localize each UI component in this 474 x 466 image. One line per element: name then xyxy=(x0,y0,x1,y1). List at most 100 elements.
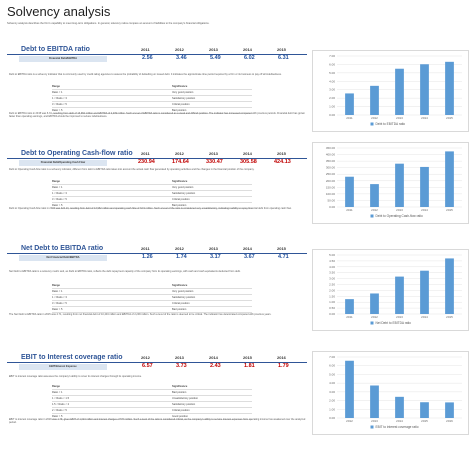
table-row: Ratio < 1 Very good position xyxy=(52,289,252,295)
bar-chart: 0.00 0.50 1.00 1.50 2.002.50 3.00 3.50 4.00 4.50… xyxy=(329,253,462,325)
x-tick-label: 2012 xyxy=(346,419,353,423)
bar xyxy=(420,166,429,207)
y-tick-label: 1.00 xyxy=(329,407,335,411)
year-header: 2012 xyxy=(175,246,184,251)
bar xyxy=(370,184,379,207)
year-header: 2011 xyxy=(141,246,150,251)
bar xyxy=(420,270,429,314)
x-tick-label: 2015 xyxy=(446,116,453,120)
y-tick-label: 300.00 xyxy=(326,166,336,170)
year-header: 2014 xyxy=(243,246,252,251)
year-header: 2011 xyxy=(141,151,150,156)
x-tick-label: 2011 xyxy=(346,116,353,120)
intro-paragraph: Solvency analysis describes the firm's c… xyxy=(7,22,210,25)
ratio-value: 1.26 xyxy=(142,254,153,260)
section-title: Net Debt to EBITDA ratio xyxy=(21,245,104,252)
year-header: 2014 xyxy=(243,151,252,156)
year-header: 2013 xyxy=(209,47,218,52)
y-tick-label: 5.00 xyxy=(329,372,335,376)
year-header: 2015 xyxy=(243,355,252,360)
legend-label: Debt to Operating Cash-flow ratio xyxy=(376,214,424,218)
y-tick-label: 5.00 xyxy=(329,71,335,75)
x-tick-label: 2014 xyxy=(421,208,428,212)
year-header: 2011 xyxy=(141,47,150,52)
bar xyxy=(345,93,354,115)
table-header: Range Significance xyxy=(52,283,252,289)
divider xyxy=(7,362,307,363)
table-row: Ratio < 1 Very good position xyxy=(52,90,252,96)
bar xyxy=(420,402,429,418)
bar xyxy=(445,402,454,418)
ratio-range-table: Range Significance Ratio < 1 Very good pos… xyxy=(52,84,252,114)
year-header: 2014 xyxy=(243,47,252,52)
chart-container: 0.00 1.00 2.00 3.00 4.00 5.00 6.00 7.00 2011 2012… xyxy=(312,50,469,132)
analysis-paragraph: EBIT to interest coverage ratio in 2016 … xyxy=(9,418,306,425)
y-tick-label: 0.00 xyxy=(329,113,335,117)
section-ebit-interest-coverage: EBIT to Interest coverage ratio 2012 201… xyxy=(7,351,469,464)
section-title: EBIT to Interest coverage ratio xyxy=(21,354,123,361)
x-tick-label: 2013 xyxy=(371,419,378,423)
y-tick-label: 3.50 xyxy=(329,271,335,275)
ratio-range-table: Range Significance Ratio < 1 Very good pos… xyxy=(52,283,252,313)
ratio-value: 3.17 xyxy=(210,254,221,260)
bar xyxy=(420,64,429,115)
ratio-value: 1.74 xyxy=(176,254,187,260)
bar xyxy=(370,293,379,314)
bar xyxy=(395,276,404,314)
bar xyxy=(345,360,354,418)
table-row: Ratio > 5 Bad position xyxy=(52,307,252,313)
table-row: 1 < Ratio < 3 Satisfactory position xyxy=(52,96,252,102)
ratio-range-table: Range Significance Ratio < 1 Very good pos… xyxy=(52,179,252,209)
table-row: Ratio < 1 Very good position xyxy=(52,185,252,191)
bar-chart: 0.00 1.00 2.00 3.00 4.00 5.00 6.00 7.00 2011 2012… xyxy=(329,54,462,126)
description-paragraph: Debt to EBITDA ratio is a solvency indic… xyxy=(9,73,282,76)
ratio-value: 4.71 xyxy=(278,254,289,260)
page-title: Solvency analysis xyxy=(7,4,111,19)
table-row: Ratio > 5 Bad position xyxy=(52,203,252,209)
subheader: Financial Debt/EBITDA xyxy=(19,56,107,62)
bar xyxy=(395,163,404,207)
y-tick-label: 6.00 xyxy=(329,62,335,66)
x-tick-label: 2013 xyxy=(396,208,403,212)
bar xyxy=(345,299,354,314)
y-tick-label: 200.00 xyxy=(326,179,336,183)
table-row: 1 < Ratio < 3 Satisfactory position xyxy=(52,191,252,197)
bar-chart: 0.00 50.00 100.00 150.00 200.00 250.00 300.00 3… xyxy=(326,146,462,218)
x-tick-label: 2013 xyxy=(396,315,403,319)
ratio-value: 3.46 xyxy=(176,55,187,61)
ratio-value: 3.73 xyxy=(176,363,187,369)
bar xyxy=(395,68,404,115)
year-header: 2012 xyxy=(175,151,184,156)
y-tick-label: 50.00 xyxy=(327,198,335,202)
bar-chart: 0.00 1.00 2.00 3.00 4.00 5.00 6.00 7.00 2012 2013… xyxy=(329,355,462,429)
y-tick-label: 400.00 xyxy=(326,153,336,157)
bar xyxy=(445,61,454,115)
table-row: Ratio > 5 Good position xyxy=(52,414,252,420)
section-debt-to-ebitda: Debt to EBITDA ratio 2011 2012 2013 2014… xyxy=(7,46,469,136)
section-title: Debt to EBITDA ratio xyxy=(21,46,90,53)
y-tick-label: 0.00 xyxy=(329,416,335,420)
year-header: 2013 xyxy=(209,151,218,156)
legend-label: Debt to EBITDA ratio xyxy=(376,122,406,126)
legend-label: EBIT to interest coverage ratio xyxy=(376,425,419,429)
table-row: 2 < Ratio < 5 Critical position xyxy=(52,408,252,414)
y-tick-label: 4.00 xyxy=(329,79,335,83)
year-header: 2012 xyxy=(141,355,150,360)
y-tick-label: 6.00 xyxy=(329,364,335,368)
y-tick-label: 150.00 xyxy=(326,185,336,189)
table-row: 1 < Ratio < 1.5 Unsatisfactory position xyxy=(52,396,252,402)
x-tick-label: 2014 xyxy=(396,419,403,423)
section-net-debt-to-ebitda: Net Debt to EBITDA ratio 2011 2012 2013 … xyxy=(7,245,469,335)
subheader: EBIT/Interest Expense xyxy=(19,364,107,370)
table-header: Range Significance xyxy=(52,179,252,185)
ratio-value: 230.94 xyxy=(138,159,155,165)
analysis-paragraph: Debt to EBITDA ratio in 2015 was 6.31, r… xyxy=(9,112,305,119)
ratio-value: 5.49 xyxy=(210,55,221,61)
table-header: Range Significance xyxy=(52,84,252,90)
y-tick-label: 2.00 xyxy=(329,288,335,292)
table-row: 3 < Ratio < 5 Critical position xyxy=(52,102,252,108)
chart-container: 0.00 50.00 100.00 150.00 200.00 250.00 300.00 3… xyxy=(312,142,469,224)
year-header: 2015 xyxy=(277,47,286,52)
y-tick-label: 2.00 xyxy=(329,399,335,403)
divider xyxy=(7,158,307,159)
